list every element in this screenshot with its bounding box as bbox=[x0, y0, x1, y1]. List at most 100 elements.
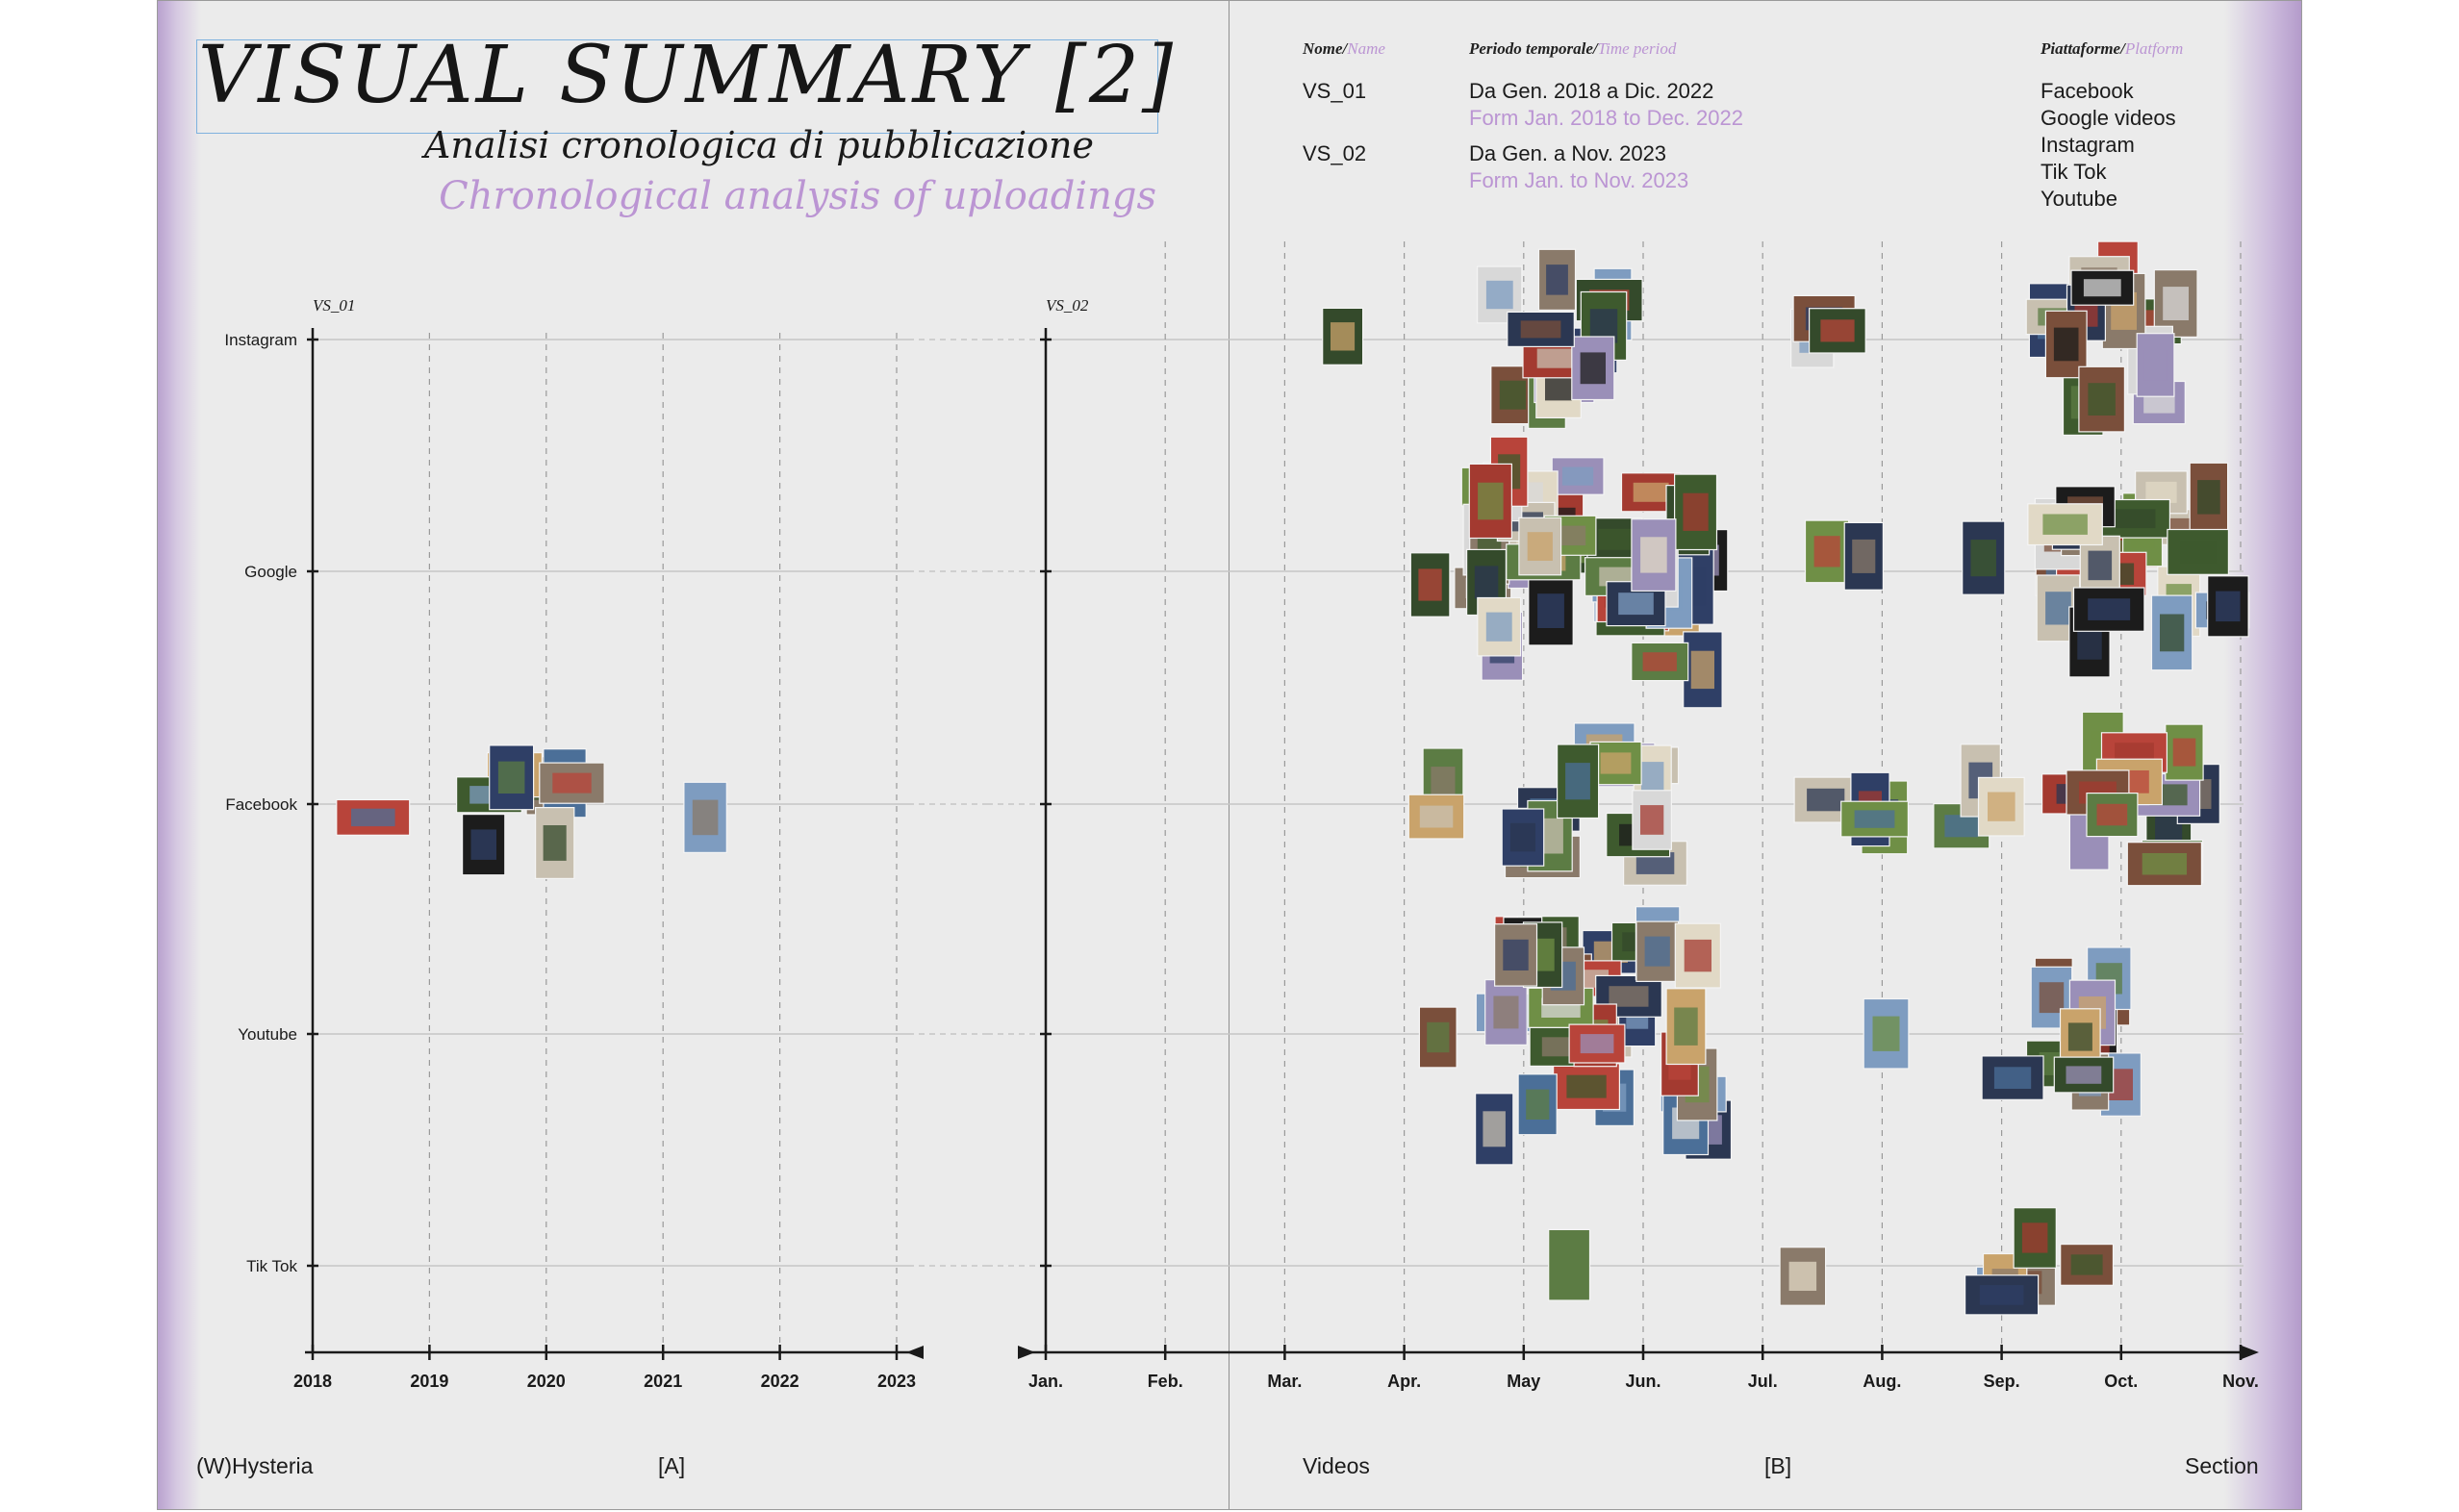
summary-name: VS_02 bbox=[1303, 141, 1367, 165]
x-tick-label: 2021 bbox=[644, 1372, 682, 1391]
video-thumbnail-detail bbox=[552, 772, 592, 794]
video-thumbnail-detail bbox=[2088, 550, 2113, 581]
y-category-label: Instagram bbox=[224, 331, 297, 349]
video-thumbnail-detail bbox=[497, 761, 525, 794]
page-edge-left bbox=[158, 1, 201, 1509]
video-thumbnail-detail bbox=[351, 808, 395, 827]
summary-name: VS_01 bbox=[1303, 79, 1367, 103]
y-category-label: Google bbox=[244, 563, 297, 581]
x-tick-label: Apr. bbox=[1387, 1372, 1421, 1391]
video-thumbnail-detail bbox=[2143, 349, 2167, 381]
x-axis-arrow bbox=[906, 1346, 924, 1359]
x-axis-arrow bbox=[1018, 1346, 1035, 1359]
video-thumbnail-detail bbox=[2197, 480, 2220, 515]
platform-list-item: Facebook bbox=[2041, 79, 2134, 103]
video-thumbnail-detail bbox=[470, 829, 496, 860]
video-thumbnail-detail bbox=[2088, 383, 2116, 416]
y-category-label: Facebook bbox=[225, 795, 297, 814]
video-thumbnail-detail bbox=[692, 799, 719, 836]
page-title: VISUAL SUMMARY [2] bbox=[198, 30, 1177, 121]
video-thumbnail-detail bbox=[1499, 380, 1526, 410]
footer-magazine-name: (W)Hysteria bbox=[196, 1453, 314, 1478]
video-thumbnail-detail bbox=[1852, 539, 1876, 573]
video-thumbnail-detail bbox=[2142, 853, 2187, 875]
video-thumbnail-detail bbox=[1509, 822, 1535, 852]
video-thumbnail-detail bbox=[2039, 982, 2065, 1014]
footer-category: Videos bbox=[1303, 1453, 1370, 1478]
name-column-header: Nome/Name bbox=[1303, 39, 1385, 58]
video-thumbnail-detail bbox=[2115, 743, 2154, 763]
video-thumbnail-detail bbox=[2163, 287, 2189, 320]
video-thumbnail bbox=[1407, 794, 1465, 840]
video-thumbnail-detail bbox=[1979, 1285, 2024, 1305]
video-thumbnail-detail bbox=[1526, 1089, 1550, 1120]
x-tick-label: Jun. bbox=[1625, 1372, 1660, 1391]
title-selection-box[interactable] bbox=[196, 39, 1158, 134]
video-thumbnail-detail bbox=[2145, 481, 2177, 503]
video-thumbnail-detail bbox=[1640, 805, 1664, 835]
video-thumbnail-detail bbox=[1644, 936, 1670, 967]
timeline-chart: Instagram Google Facebook Youtube Tik Tok VS_… bbox=[224, 240, 2259, 1391]
x-tick-label: 2018 bbox=[293, 1372, 332, 1391]
chart-title-vs01: VS_01 bbox=[313, 296, 355, 315]
video-thumbnail-detail bbox=[1520, 320, 1561, 339]
video-thumbnail-detail bbox=[1813, 536, 1840, 567]
video-thumbnail-detail bbox=[2067, 1022, 2092, 1051]
video-thumbnail-detail bbox=[1580, 352, 1606, 385]
video-thumbnail-detail bbox=[1485, 280, 1513, 310]
video-thumbnail bbox=[539, 762, 605, 804]
video-thumbnail bbox=[1468, 463, 1513, 540]
video-thumbnail-detail bbox=[2096, 803, 2128, 826]
x-tick-label: Feb. bbox=[1148, 1372, 1183, 1391]
video-thumbnail-detail bbox=[1618, 592, 1654, 616]
video-thumbnail-detail bbox=[1546, 265, 1568, 295]
video-thumbnail-detail bbox=[2160, 614, 2185, 652]
video-thumbnail-detail bbox=[1683, 492, 1709, 531]
video-thumbnail-detail bbox=[1561, 466, 1594, 486]
summary-period-it: Da Gen. 2018 a Dic. 2022 bbox=[1469, 79, 1714, 103]
video-thumbnail-detail bbox=[1493, 995, 1519, 1029]
video-thumbnail-detail bbox=[1555, 525, 1586, 546]
video-thumbnail-detail bbox=[1565, 763, 1590, 800]
video-thumbnail-detail bbox=[1331, 322, 1356, 351]
platform-list-item: Tik Tok bbox=[2041, 160, 2107, 184]
chart-title-vs02: VS_02 bbox=[1046, 296, 1089, 315]
subtitle-italian: Analisi cronologica di pubblicazione bbox=[423, 124, 1094, 166]
x-tick-label: May bbox=[1507, 1372, 1540, 1391]
summary-period-en: Form Jan. 2018 to Dec. 2022 bbox=[1469, 106, 1743, 130]
video-thumbnail-detail bbox=[2112, 509, 2156, 529]
video-thumbnail-detail bbox=[1633, 482, 1669, 502]
video-thumbnail-detail bbox=[1598, 528, 1632, 550]
video-thumbnail-detail bbox=[1988, 792, 2015, 821]
video-thumbnail-detail bbox=[1600, 752, 1632, 774]
video-thumbnail-detail bbox=[2021, 1222, 2048, 1253]
video-thumbnail-detail bbox=[1503, 939, 1529, 970]
video-thumbnail-detail bbox=[2070, 1254, 2103, 1275]
video-thumbnail-detail bbox=[2066, 1066, 2102, 1084]
x-tick-label: Mar. bbox=[1267, 1372, 1302, 1391]
video-thumbnail bbox=[1548, 1228, 1591, 1301]
video-thumbnail-detail bbox=[1993, 1067, 2032, 1089]
video-thumbnail-detail bbox=[2172, 738, 2196, 767]
video-thumbnail-detail bbox=[2143, 391, 2175, 414]
video-thumbnail-detail bbox=[1641, 762, 1664, 795]
x-tick-label: 2022 bbox=[761, 1372, 799, 1391]
video-thumbnail-detail bbox=[1537, 593, 1564, 628]
video-thumbnail-detail bbox=[1854, 810, 1895, 828]
page-edge-right bbox=[2224, 1, 2301, 1509]
x-tick-label: 2023 bbox=[877, 1372, 916, 1391]
video-thumbnail-detail bbox=[1635, 852, 1675, 874]
platform-list: Facebook Google videos Instagram Tik Tok… bbox=[2041, 78, 2176, 213]
video-thumbnail-detail bbox=[2042, 514, 2088, 535]
video-thumbnail-detail bbox=[1609, 986, 1649, 1007]
video-thumbnail-detail bbox=[2053, 327, 2079, 362]
video-thumbnail-detail bbox=[1642, 652, 1677, 671]
period-column-header: Periodo temporale/Time period bbox=[1469, 39, 1677, 58]
video-thumbnail-detail bbox=[1483, 1111, 1506, 1147]
summary-period-en: Form Jan. to Nov. 2023 bbox=[1469, 168, 1689, 192]
platform-list-item: Google videos bbox=[2041, 106, 2176, 130]
video-thumbnail-detail bbox=[1478, 482, 1504, 520]
video-thumbnail-detail bbox=[1807, 788, 1845, 812]
video-thumbnail-detail bbox=[1536, 348, 1580, 368]
page-gutter bbox=[1229, 1, 1230, 1509]
